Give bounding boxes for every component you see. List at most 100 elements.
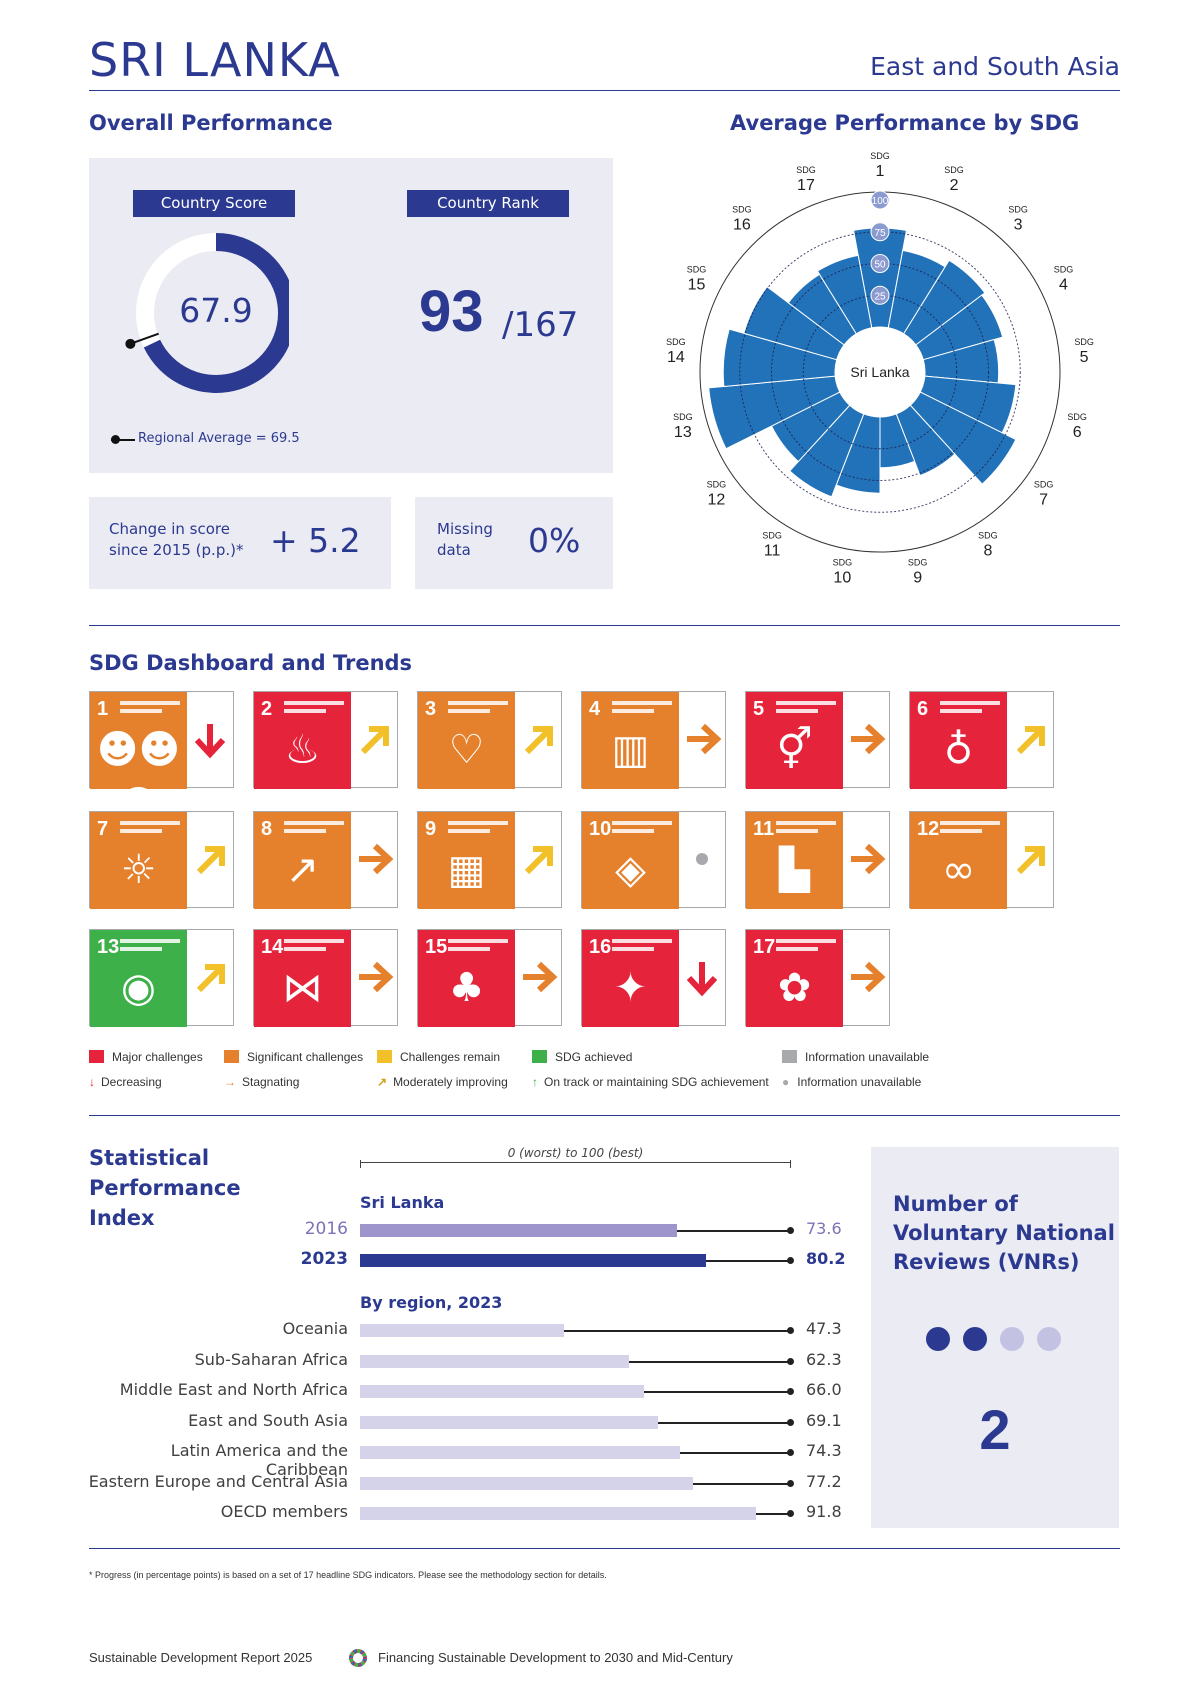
radar-ring-badge xyxy=(870,285,890,305)
spi-region-row-connector xyxy=(692,1482,791,1485)
radar-sdg-prefix: SDG xyxy=(666,337,686,347)
decreasing-arrow-icon: ↓ xyxy=(89,1075,95,1089)
sdg-tile-11[interactable]: 11 ▙ xyxy=(745,811,890,909)
radar-sdg-prefix: SDG xyxy=(1008,205,1028,215)
radar-sdg-prefix: SDG xyxy=(870,151,890,161)
missing-value: 0% xyxy=(528,521,581,560)
vnr-title-line-2: Voluntary National xyxy=(893,1221,1115,1245)
country-score-value: 67.9 xyxy=(179,291,253,330)
sdg-tile-13[interactable]: 13 ◉ xyxy=(89,929,234,1027)
radar-sdg-number: 2 xyxy=(950,177,959,194)
scale-tick-right xyxy=(790,1157,791,1168)
change-value: + 5.2 xyxy=(270,521,361,560)
spi-region-row-label: Latin America and the Caribbean xyxy=(170,1441,348,1479)
sdg-tile-number: 17 xyxy=(753,936,776,958)
sdg-16-icon: 16 ✦ xyxy=(582,930,679,1027)
spi-region-row-dot xyxy=(787,1449,794,1456)
sdg-tile-10[interactable]: 10 ◈ xyxy=(581,811,726,909)
sdg-tile-4[interactable]: 4 ▥ xyxy=(581,691,726,789)
radar-sdg-number: 3 xyxy=(1014,217,1023,234)
radar-sdg-number: 6 xyxy=(1073,424,1082,441)
sdg-tile-17[interactable]: 17 ✿ xyxy=(745,929,890,1027)
sdg-tile-14[interactable]: 14 ⋈ xyxy=(253,929,398,1027)
sdg-tile-1[interactable]: 1 ☻☻☻ xyxy=(89,691,234,829)
sdg-tile-12[interactable]: 12 ∞ xyxy=(909,811,1054,909)
spi-sri-lanka-2016-bar xyxy=(360,1224,678,1237)
sdg-tile-number: 14 xyxy=(261,936,284,958)
sdg-tile-glyph: ♣ xyxy=(448,965,485,1011)
spi-region-row-value: 69.1 xyxy=(806,1410,842,1430)
sdg-tile-3[interactable]: 3 ♡ xyxy=(417,691,562,789)
legend-status-label: Significant challenges xyxy=(247,1050,364,1064)
trend-up-right-arrow-icon xyxy=(196,846,225,875)
score-panel: Country Score Country Rank 67.9 93 /167 … xyxy=(89,158,613,473)
sdg-tile-6[interactable]: 6 ♁ xyxy=(909,691,1054,789)
sdg-tile-glyph: ∞ xyxy=(941,847,976,893)
spi-region-row-dot xyxy=(787,1388,794,1395)
legend-status-swatch xyxy=(532,1050,547,1063)
trend-right-arrow-icon xyxy=(359,843,394,875)
sdg-7-icon: 7 ☼ xyxy=(90,812,187,909)
sdg-tile-7[interactable]: 7 ☼ xyxy=(89,811,234,909)
radar-sdg-prefix: SDG xyxy=(707,480,727,490)
sdg-tile-2[interactable]: 2 ♨ xyxy=(253,691,398,789)
sdg-tile-number: 8 xyxy=(261,818,273,840)
spi-region-row-value: 62.3 xyxy=(806,1349,842,1369)
radar-center-label: Sri Lanka xyxy=(850,364,909,380)
radar-sdg-prefix: SDG xyxy=(687,265,707,275)
regional-average-marker xyxy=(130,332,159,345)
legend-status-label: Challenges remain xyxy=(400,1050,501,1064)
legend-line xyxy=(111,439,135,441)
sdg-12-icon: 12 ∞ xyxy=(910,812,1007,909)
change-panel: Change in score since 2015 (p.p.)* + 5.2 xyxy=(89,497,391,589)
trend-dot-arrow-icon xyxy=(696,853,708,865)
radar-sdg-number: 9 xyxy=(913,570,922,587)
spi-region-row-label: Sub-Saharan Africa xyxy=(194,1349,348,1369)
spi-region-row-bar xyxy=(360,1324,564,1337)
radar-sdg-prefix: SDG xyxy=(833,558,853,568)
radar-sdg-prefix: SDG xyxy=(796,165,816,175)
overall-performance-title: Overall Performance xyxy=(89,111,333,135)
sdg-tile-16[interactable]: 16 ✦ xyxy=(581,929,726,1027)
trend-up-right-arrow-icon xyxy=(1016,726,1045,755)
spi-region-heading: By region, 2023 xyxy=(360,1293,503,1312)
legend-status-row: Major challenges Significant challenges Ch… xyxy=(89,1050,929,1064)
trend-right-arrow-icon xyxy=(851,961,886,993)
spi-sri-lanka-2016-dot xyxy=(787,1227,794,1234)
sdg-tile-5[interactable]: 5 ⚥ xyxy=(745,691,890,789)
spi-region-row-value: 47.3 xyxy=(806,1319,842,1338)
radar-ring-label: 75 xyxy=(874,228,886,239)
legend-trend-label: Decreasing xyxy=(101,1075,162,1089)
spi-region-row-dot xyxy=(787,1418,794,1426)
spi-region-row-connector xyxy=(657,1421,791,1424)
trend-down-arrow-icon xyxy=(194,724,226,759)
radar-sdg-prefix: SDG xyxy=(1034,480,1054,490)
radar-sdg-number: 7 xyxy=(1039,492,1048,509)
sdg-tile-glyph: ◈ xyxy=(615,847,646,893)
sdg-tile-9[interactable]: 9 ▦ xyxy=(417,811,562,909)
spi-region-row-connector xyxy=(628,1360,791,1363)
sdg-tile-glyph: ▙ xyxy=(779,847,810,893)
radar-sdg-number: 11 xyxy=(764,542,781,559)
regional-average-dot xyxy=(125,338,136,349)
sdg-tile-8[interactable]: 8 ↗ xyxy=(253,811,398,909)
radar-ring-label: 100 xyxy=(872,196,889,207)
sdg-tile-15[interactable]: 15 ♣ xyxy=(417,929,562,1027)
regional-average-text: Regional Average = 69.5 xyxy=(138,431,300,446)
region-name: East and South Asia xyxy=(870,52,1120,81)
sdg-tile-glyph: ♡ xyxy=(448,727,485,773)
sdg-tile-number: 1 xyxy=(97,698,109,720)
sdg-6-icon: 6 ♁ xyxy=(910,692,1007,789)
sdg-11-icon: 11 ▙ xyxy=(746,812,843,909)
radar-ring-badge xyxy=(870,254,890,273)
scale-label-text: 0 (worst) to 100 (best) xyxy=(501,1146,650,1160)
country-name: SRI LANKA xyxy=(89,33,341,87)
sdg-tile-glyph: ▥ xyxy=(611,727,650,773)
improving-arrow-icon: ↗ xyxy=(377,1075,388,1089)
sdg-tile-number: 9 xyxy=(425,818,437,840)
sdg-tile-number: 6 xyxy=(917,698,929,720)
trend-right-arrow-icon xyxy=(851,843,886,875)
spi-sri-lanka-2023-connector xyxy=(705,1260,791,1262)
radar-sdg-prefix: SDG xyxy=(1074,337,1094,347)
radar-sdg-prefix: SDG xyxy=(944,165,964,175)
